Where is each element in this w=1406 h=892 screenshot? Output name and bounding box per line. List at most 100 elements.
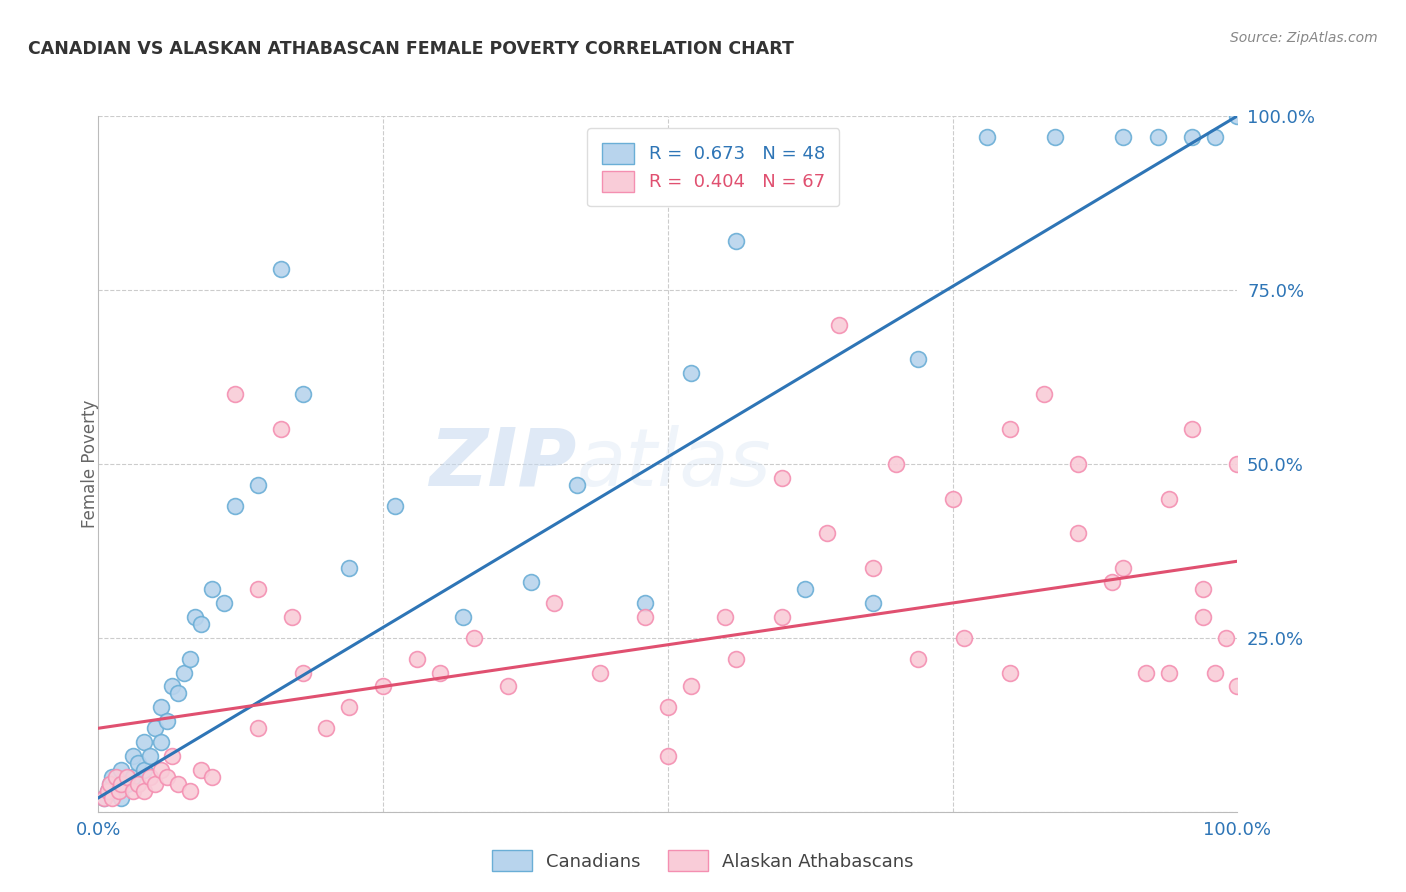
Point [373,680,395,694]
Point [173,665,195,680]
Point [1226,457,1249,471]
Point [132,735,155,749]
Point [132,763,155,777]
Point [634,610,657,624]
Legend: R =  0.673   N = 48, R =  0.404   N = 67: R = 0.673 N = 48, R = 0.404 N = 67 [588,128,839,206]
Point [1204,129,1226,144]
Point [190,763,212,777]
Point [998,422,1021,436]
Point [463,631,485,645]
Point [815,526,838,541]
Point [406,651,429,665]
Point [150,735,173,749]
Point [1067,526,1090,541]
Point [1192,610,1215,624]
Point [1226,680,1249,694]
Point [315,721,337,735]
Point [1157,665,1180,680]
Point [281,610,304,624]
Point [1157,491,1180,506]
Point [108,784,131,798]
Point [184,610,207,624]
Point [127,777,149,791]
Y-axis label: Female Poverty: Female Poverty [82,400,98,528]
Point [145,777,167,791]
Point [1181,422,1204,436]
Point [150,763,173,777]
Point [725,651,748,665]
Point [384,499,406,513]
Point [121,784,143,798]
Point [110,790,132,805]
Point [246,721,269,735]
Point [270,422,292,436]
Point [1226,109,1249,123]
Point [907,651,929,665]
Point [110,763,132,777]
Point [679,367,702,381]
Point [167,777,190,791]
Point [246,582,269,596]
Point [132,784,155,798]
Point [588,665,610,680]
Point [337,700,360,714]
Point [292,387,315,401]
Text: ZIP: ZIP [429,425,576,503]
Point [179,784,201,798]
Point [167,686,190,700]
Point [121,770,143,784]
Point [1112,561,1135,575]
Point [1135,665,1157,680]
Point [498,680,520,694]
Point [138,749,160,764]
Point [976,129,998,144]
Point [657,700,679,714]
Point [679,680,702,694]
Point [212,596,235,610]
Point [1204,665,1226,680]
Point [942,491,965,506]
Point [828,318,851,332]
Point [337,561,360,575]
Point [110,777,132,791]
Point [1112,129,1135,144]
Point [451,610,474,624]
Point [93,790,115,805]
Point [565,477,588,491]
Point [520,575,543,590]
Point [138,770,160,784]
Point [104,784,127,798]
Point [1101,575,1123,590]
Point [1146,129,1168,144]
Point [884,457,907,471]
Point [93,790,115,805]
Point [1192,582,1215,596]
Point [862,561,884,575]
Point [145,721,167,735]
Point [224,499,246,513]
Point [101,790,124,805]
Point [162,749,184,764]
Point [1032,387,1054,401]
Point [429,665,451,680]
Point [270,262,292,277]
Point [201,770,224,784]
Point [190,616,212,631]
Point [104,770,127,784]
Point [224,387,246,401]
Point [1043,129,1066,144]
Point [998,665,1021,680]
Point [127,756,149,770]
Point [770,471,793,485]
Point [115,777,138,791]
Point [657,749,679,764]
Point [292,665,315,680]
Point [96,784,118,798]
Point [98,777,121,791]
Point [1215,631,1237,645]
Legend: Canadians, Alaskan Athabascans: Canadians, Alaskan Athabascans [485,843,921,879]
Point [793,582,815,596]
Point [201,582,224,596]
Point [96,784,118,798]
Point [179,651,201,665]
